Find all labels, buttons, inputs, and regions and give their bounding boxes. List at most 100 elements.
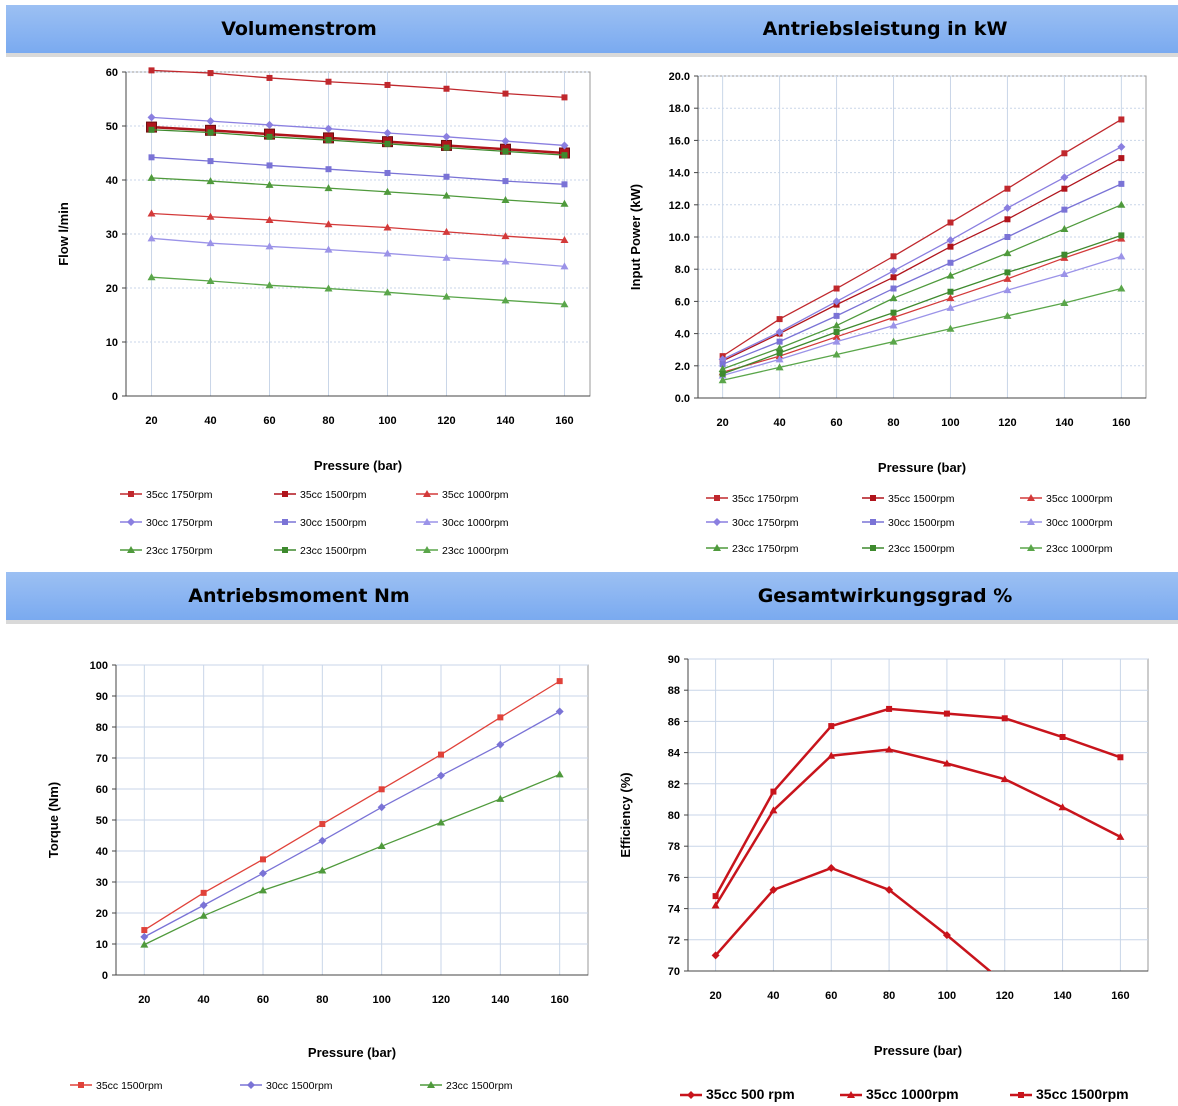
y-tick-label: 40 xyxy=(96,846,108,858)
series-line xyxy=(722,237,1122,373)
data-point xyxy=(501,232,510,240)
data-point xyxy=(556,678,563,685)
data-point xyxy=(1004,216,1011,223)
x-tick-label: 20 xyxy=(138,994,150,1006)
data-point xyxy=(325,166,332,173)
y-tick-label: 10 xyxy=(96,939,108,951)
x-axis-label: Pressure (bar) xyxy=(878,460,966,475)
series-line xyxy=(144,773,560,946)
data-point xyxy=(206,177,215,185)
series-line xyxy=(144,710,560,938)
legend-marker xyxy=(78,1082,84,1088)
data-point xyxy=(324,245,333,253)
data-point xyxy=(378,786,385,793)
data-point xyxy=(437,771,446,780)
data-point xyxy=(206,239,215,247)
legend-item: 30cc 1000rpm xyxy=(416,517,509,529)
y-tick-label: 10 xyxy=(106,337,118,349)
legend-marker xyxy=(423,518,431,525)
series-4 xyxy=(719,180,1125,368)
data-point xyxy=(384,169,391,176)
y-tick-label: 90 xyxy=(96,691,108,703)
series-line xyxy=(722,287,1122,381)
data-point xyxy=(265,281,274,289)
series-line xyxy=(722,183,1122,365)
data-point xyxy=(501,195,510,203)
x-tick-label: 120 xyxy=(432,994,450,1006)
data-point xyxy=(1061,206,1068,213)
data-point xyxy=(827,864,836,873)
data-point xyxy=(147,173,156,181)
data-point xyxy=(501,137,510,146)
legend-item: 30cc 1500rpm xyxy=(240,1080,333,1092)
y-tick-label: 82 xyxy=(668,779,680,791)
legend-marker xyxy=(128,491,134,497)
data-point xyxy=(325,137,332,144)
series-line xyxy=(151,69,565,99)
data-point xyxy=(443,85,450,92)
data-point xyxy=(561,152,568,159)
data-point xyxy=(140,932,149,941)
data-point xyxy=(502,148,509,155)
series-0 xyxy=(711,864,992,971)
data-point xyxy=(770,788,777,795)
data-point xyxy=(148,154,155,161)
legend-item: 35cc 1000rpm xyxy=(416,489,509,501)
x-tick-label: 160 xyxy=(555,415,573,427)
data-point xyxy=(889,313,898,321)
data-point xyxy=(889,321,898,329)
data-point xyxy=(889,266,898,275)
data-point xyxy=(827,751,836,759)
y-tick-label: 30 xyxy=(96,877,108,889)
data-point xyxy=(1003,311,1012,319)
series-line xyxy=(714,866,992,971)
series-3 xyxy=(147,113,569,150)
data-point xyxy=(1118,155,1125,162)
series-6 xyxy=(718,200,1126,373)
legend-marker xyxy=(247,1081,255,1089)
x-tick-label: 20 xyxy=(709,990,721,1002)
legend-label: 30cc 1750rpm xyxy=(146,517,213,529)
data-point xyxy=(502,90,509,97)
data-point xyxy=(199,911,208,919)
series-line xyxy=(722,204,1122,370)
legend-label: 35cc 500 rpm xyxy=(706,1086,795,1102)
legend-label: 35cc 1500rpm xyxy=(300,489,367,501)
data-point xyxy=(1060,270,1069,278)
legend-label: 35cc 1000rpm xyxy=(866,1086,959,1102)
series-line xyxy=(151,276,565,305)
data-point xyxy=(437,818,446,826)
series-line xyxy=(143,680,561,931)
y-tick-label: 10.0 xyxy=(669,232,690,244)
series-0 xyxy=(141,678,563,934)
data-point xyxy=(1004,269,1011,276)
data-point xyxy=(501,296,510,304)
legend-label: 30cc 1750rpm xyxy=(732,517,799,529)
data-point xyxy=(890,253,897,260)
data-point xyxy=(1060,299,1069,307)
legend-label: 35cc 1500rpm xyxy=(888,493,955,505)
data-point xyxy=(947,288,954,295)
legend-marker xyxy=(713,518,721,526)
data-point xyxy=(775,344,784,352)
panel-header-gesamtwirkungsgrad: Gesamtwirkungsgrad % xyxy=(592,572,1178,624)
efficiency-chart: 70 72 74 76 78 80 82 84 86 88 90 20 40 60 80 100 120 140 1… xyxy=(618,654,1149,1102)
data-point xyxy=(1059,734,1066,740)
legend-item: 23cc 1750rpm xyxy=(120,545,213,557)
series-7 xyxy=(719,232,1125,377)
data-point xyxy=(442,227,451,235)
data-point xyxy=(207,158,214,165)
data-point xyxy=(501,257,510,265)
data-point xyxy=(199,901,208,910)
legend-marker xyxy=(714,495,720,501)
data-point xyxy=(1117,142,1126,151)
y-tick-label: 8.0 xyxy=(675,264,690,276)
legend-marker xyxy=(870,545,876,551)
y-tick-label: 60 xyxy=(96,784,108,796)
y-tick-label: 20 xyxy=(106,283,118,295)
series-line xyxy=(151,129,565,156)
series-2 xyxy=(140,770,564,948)
data-point xyxy=(946,294,955,302)
input-power-chart: 0.0 2.0 4.0 6.0 8.0 10.0 12.0 14.0 16.0 18.0 20.0 2… xyxy=(628,71,1147,555)
series-5 xyxy=(147,234,569,270)
